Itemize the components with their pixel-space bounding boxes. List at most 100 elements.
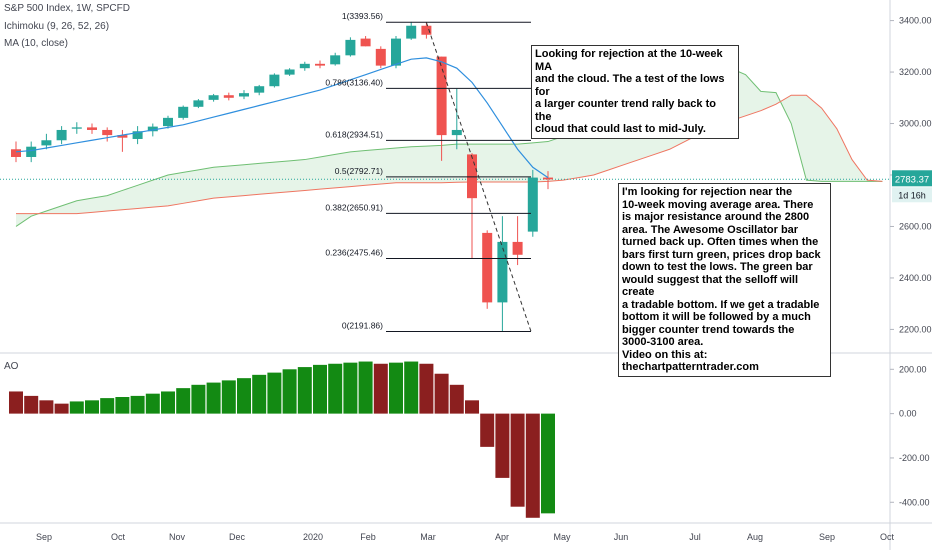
ao-bar [373,363,388,414]
ao-bar [252,374,267,414]
ao-bar [480,413,495,447]
price-tick-label: 3400.00 [899,16,932,26]
time-tick-label: Jul [689,532,701,542]
fib-level-label: 0.382(2650.91) [325,202,383,212]
candle-body [117,135,128,138]
time-tick-label: Sep [36,532,52,542]
time-tick-label: May [553,532,571,542]
candle-body [345,39,356,56]
candle-body [543,177,553,180]
time-axis[interactable]: Sep Oct Nov Dec 2020 Feb Mar Apr May Jun Jul Aug Sep… [36,532,895,542]
candle-body [132,131,143,139]
price-axes[interactable]: 3400.003200.003000.002800.002600.002400.… [890,16,932,508]
candle-body [497,241,508,303]
fib-level-label: 1(3393.56) [342,11,383,21]
candle-body [223,95,234,98]
dashed-trend-line [425,22,532,332]
candle-body [436,56,447,136]
ao-bar [510,413,525,507]
candle-body [451,129,462,136]
ma10-line [15,57,549,179]
price-tick-label: 3000.00 [899,119,932,129]
annotation-right[interactable]: I'm looking for rejection near the 10-we… [618,183,831,377]
ao-bar [541,413,555,514]
candle-body [163,117,173,127]
ao-bar [206,382,221,414]
ao-bar [297,367,312,414]
time-tick-label: Aug [747,532,763,542]
fib-level-label: 0.5(2792.71) [335,166,383,176]
ao-bar [328,363,343,414]
annotation-top[interactable]: Looking for rejection at the 10-week MA … [531,45,739,139]
candle-body [56,129,67,141]
moving-average-line [15,57,549,179]
fib-level-label: 0.236(2475.46) [325,248,383,258]
ao-bar [404,361,419,414]
candle-body [239,93,249,97]
price-badge-bg [892,170,932,187]
ao-bar [267,372,282,414]
awesome-oscillator-bars [9,361,555,518]
time-tick-label: Feb [360,532,376,542]
last-price-badge: 2783.37 1d 16h [892,170,932,203]
ao-bar [434,373,449,414]
ma-legend[interactable]: MA (10, close) [4,38,68,49]
candle-body [71,127,82,129]
candle-body [527,177,538,232]
symbol-title[interactable]: S&P 500 Index, 1W, SPCFD [4,3,130,14]
ao-bar [449,384,464,414]
ao-tick-label: -200.00 [899,453,930,463]
candle-body [330,55,341,65]
candle-body [11,149,21,157]
ao-bar [282,369,297,414]
fibonacci-retracement[interactable]: 1(3393.56) 0.786(3136.40) 0.618(2934.51) 0.… [325,11,531,333]
candle-body [375,48,386,66]
ao-bar [313,364,327,414]
time-tick-label: Nov [169,532,186,542]
time-tick-label: 2020 [303,532,323,542]
fib-level-label: 0.618(2934.51) [325,129,383,139]
candle-body [299,63,310,69]
candle-body [254,86,265,93]
ao-bar [115,397,130,414]
candle-body [147,126,158,132]
time-tick-label: Apr [495,532,509,542]
candle-body [315,63,325,66]
price-tick-label: 2400.00 [899,273,932,283]
candle-body [102,129,113,136]
ao-bar [130,395,145,414]
candle-body [178,106,189,118]
candle-body [41,140,52,146]
ao-bar [24,395,39,414]
ao-tick-label: 0.00 [899,409,917,419]
ao-legend[interactable]: AO [4,361,19,372]
countdown-badge-text: 1d 16h [898,190,926,200]
ao-bar [495,413,510,478]
ao-tick-label: -400.00 [899,497,930,507]
price-badge-value: 2783.37 [895,174,929,185]
candle-body [512,241,523,255]
candle-body [360,38,371,47]
price-tick-label: 2200.00 [899,324,932,334]
candle-body [467,154,477,199]
candle-body [406,25,417,39]
ao-bar [145,393,160,414]
time-tick-label: Oct [111,532,126,542]
ao-tick-label: 200.00 [899,364,927,374]
candle-body [208,95,219,100]
ichimoku-legend[interactable]: Ichimoku (9, 26, 52, 26) [4,21,110,32]
candle-body [284,69,295,75]
time-tick-label: Mar [420,532,436,542]
candle-body [87,127,97,130]
ao-bar [39,400,54,414]
candle-body [482,232,493,303]
price-tick-label: 3200.00 [899,67,932,77]
ao-bar [161,391,175,414]
candle-body [421,25,432,35]
candle-body [193,100,204,107]
candle-body [391,38,401,66]
time-tick-label: Sep [819,532,835,542]
ao-bar [389,362,403,414]
ao-bar [343,362,358,414]
ao-bar [237,378,251,414]
